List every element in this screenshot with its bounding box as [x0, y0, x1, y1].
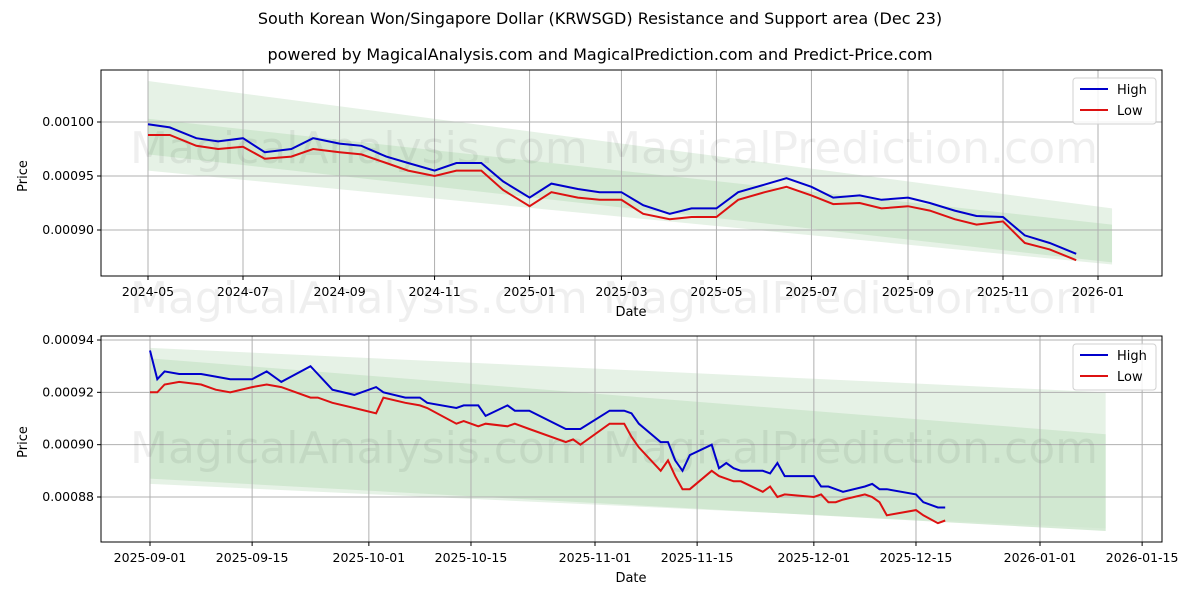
top-band-inner [148, 118, 1113, 263]
top-y-axis-label: Price [16, 160, 31, 192]
x-tick-label: 2025-10-15 [435, 550, 508, 565]
x-tick-label: 2024-05 [122, 284, 174, 299]
bottom-plot-frame [100, 335, 1163, 543]
x-tick-label: 2025-03 [595, 284, 647, 299]
x-tick-label: 2025-09-01 [114, 550, 187, 565]
top-support-resistance-bands [148, 80, 1113, 265]
x-tick-label: 2025-05 [690, 284, 742, 299]
x-tick-label: 2025-12-15 [880, 550, 953, 565]
x-tick-label: 2025-12-01 [778, 550, 851, 565]
x-tick-label: 2025-11-01 [559, 550, 632, 565]
bottom-y-axis: 0.00088 0.00090 0.00092 0.00094 [42, 332, 101, 504]
top-high-line [147, 123, 1077, 255]
legend-high-label-2: High [1117, 349, 1147, 364]
bottom-x-axis-label: Date [615, 571, 646, 586]
bottom-chart: MagicalAnalysis.com MagicalPrediction.co… [16, 332, 1178, 586]
y-tick-label: 0.00094 [42, 332, 94, 347]
x-tick-label: 2025-09-15 [216, 550, 289, 565]
chart-subtitle: powered by MagicalAnalysis.com and Magic… [267, 45, 933, 64]
chart-title: South Korean Won/Singapore Dollar (KRWSG… [257, 9, 943, 28]
y-tick-label: 0.00092 [42, 384, 94, 399]
top-x-axis-label: Date [615, 305, 646, 320]
y-tick-label: 0.00095 [42, 168, 94, 183]
legend-low-label-2: Low [1117, 370, 1143, 385]
watermark-prediction-3: MagicalPrediction.com [603, 423, 1098, 474]
y-tick-label: 0.00088 [42, 489, 94, 504]
x-tick-label: 2026-01 [1072, 284, 1124, 299]
bottom-legend: High Low [1072, 343, 1157, 391]
top-chart: MagicalAnalysis.com MagicalPrediction.co… [16, 69, 1163, 324]
x-tick-label: 2025-11 [977, 284, 1029, 299]
watermark-analysis: MagicalAnalysis.com [130, 123, 588, 174]
watermark-prediction: MagicalPrediction.com [603, 123, 1098, 174]
x-tick-label: 2025-10-01 [333, 550, 406, 565]
y-tick-label: 0.00090 [42, 222, 94, 237]
bottom-y-axis-label: Price [16, 426, 31, 458]
x-tick-label: 2026-01-01 [1004, 550, 1077, 565]
top-x-axis: 2024-05 2024-07 2024-09 2024-11 2025-01 2025-… [122, 276, 1124, 299]
top-low-line [148, 134, 1077, 262]
bottom-high-line [149, 350, 946, 509]
top-y-axis: 0.00090 0.00095 0.00100 [42, 114, 101, 237]
bottom-x-axis: 2025-09-01 2025-09-15 2025-10-01 2025-10-15… [114, 542, 1179, 565]
watermark-analysis-2: MagicalAnalysis.com [130, 273, 588, 324]
x-tick-label: 2025-01 [503, 284, 555, 299]
x-tick-label: 2026-01-15 [1106, 550, 1179, 565]
legend-high-label: High [1117, 83, 1147, 98]
y-tick-label: 0.00090 [42, 437, 94, 452]
top-legend: High Low [1072, 77, 1157, 125]
top-plot-frame [100, 69, 1163, 277]
x-tick-label: 2025-07 [785, 284, 837, 299]
x-tick-label: 2025-11-15 [661, 550, 734, 565]
watermark-prediction-2: MagicalPrediction.com [603, 273, 1098, 324]
x-tick-label: 2024-07 [217, 284, 269, 299]
bottom-grid [101, 336, 1162, 542]
x-tick-label: 2024-11 [408, 284, 460, 299]
watermark-analysis-3: MagicalAnalysis.com [130, 423, 588, 474]
bottom-low-line [150, 380, 946, 525]
top-grid [101, 70, 1162, 276]
legend-low-label: Low [1117, 104, 1143, 119]
x-tick-label: 2025-09 [882, 284, 934, 299]
y-tick-label: 0.00100 [42, 114, 94, 129]
x-tick-label: 2024-09 [313, 284, 365, 299]
